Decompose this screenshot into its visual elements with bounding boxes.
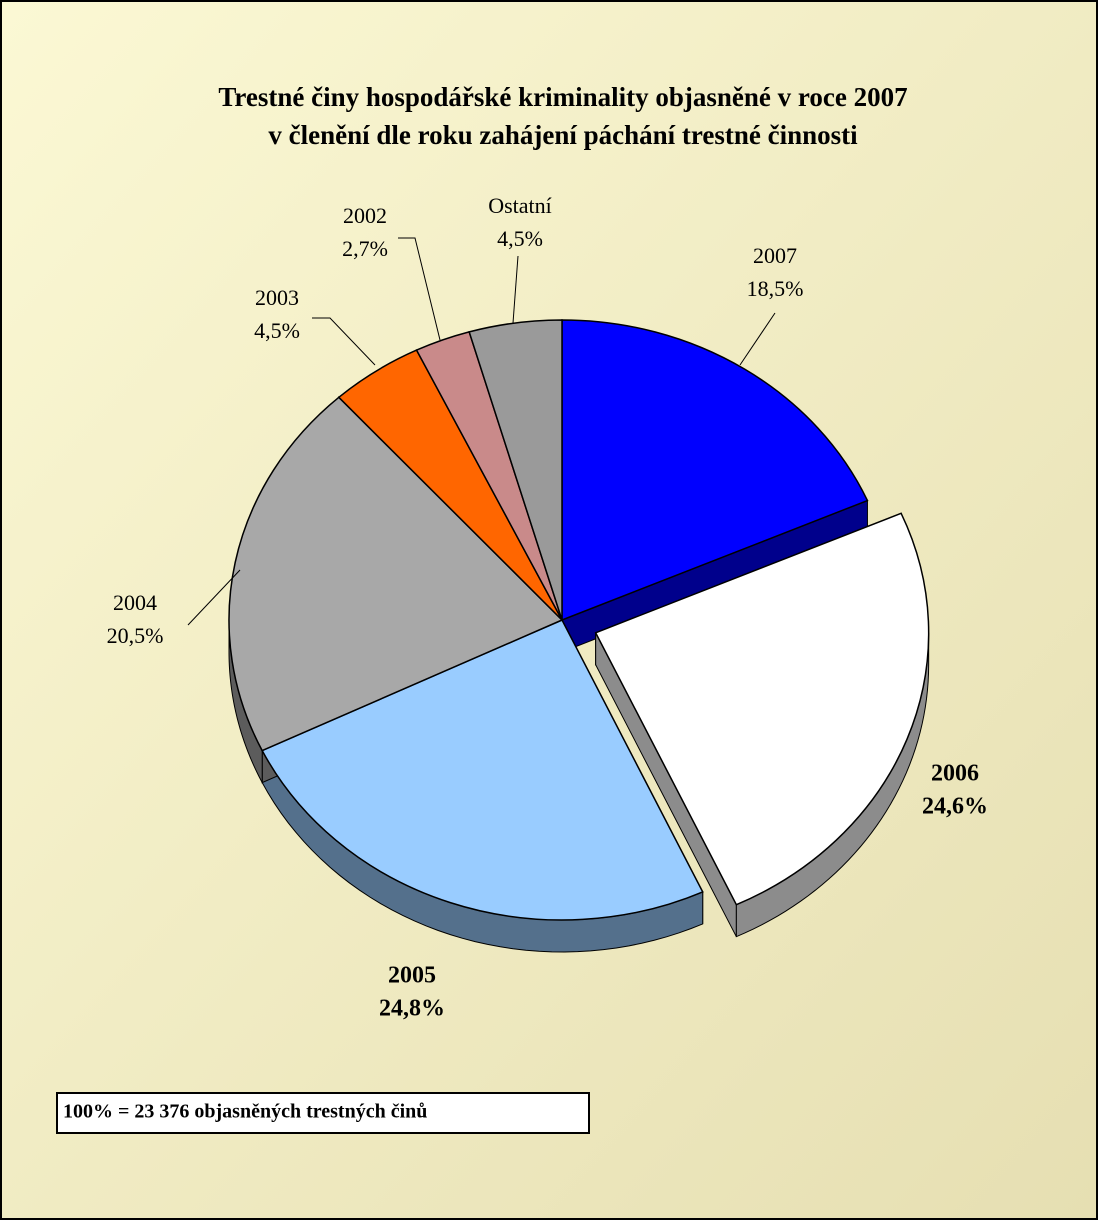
category-label: Ostatní (488, 193, 552, 218)
chart-title: Trestné činy hospodářské kriminality obj… (218, 82, 907, 112)
value-label: 4,5% (497, 226, 543, 251)
leader-line (312, 317, 376, 366)
value-label: 4,5% (254, 318, 300, 343)
slice (594, 512, 930, 906)
slice (228, 396, 564, 752)
leader-line (187, 569, 241, 626)
category-label: 2005 (388, 963, 436, 989)
leader-line (512, 255, 519, 324)
category-label: 2002 (343, 203, 387, 228)
chart-subtitle: v členění dle roku zahájení páchání tres… (268, 120, 858, 150)
annotation: 100% = 23 376 objasněných trestných činů (63, 1101, 427, 1123)
category-label: 2004 (113, 590, 157, 615)
category-label: 2006 (931, 761, 979, 787)
category-label: 2003 (255, 285, 299, 310)
slice (261, 619, 704, 921)
value-label: 20,5% (107, 623, 164, 648)
slice (561, 319, 869, 622)
value-label: 24,8% (379, 996, 445, 1022)
value-label: 18,5% (747, 276, 804, 301)
value-label: 2,7% (342, 236, 388, 261)
category-label: 2007 (753, 243, 797, 268)
slice (468, 319, 563, 621)
pie (228, 319, 930, 953)
value-label: 24,6% (922, 794, 988, 820)
annotation-box (56, 1092, 590, 1134)
leader-line (398, 237, 441, 341)
leader-line (739, 312, 776, 366)
